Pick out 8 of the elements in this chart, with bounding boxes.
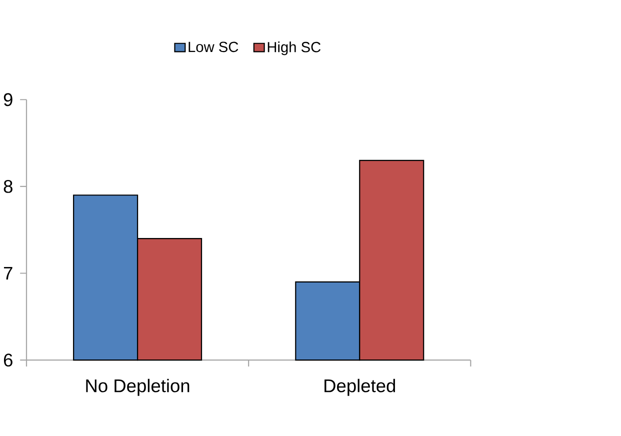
x-tick-label: No Depletion — [86, 378, 190, 396]
y-tick-label: 6 — [4, 354, 12, 367]
y-tick-label: 7 — [4, 267, 12, 280]
legend-label: High SC — [268, 42, 321, 56]
y-tick-label: 9 — [4, 93, 12, 106]
y-tick-label: 8 — [4, 180, 12, 193]
x-tick-label: Depleted — [324, 378, 396, 396]
legend-label: Low SC — [188, 42, 238, 52]
